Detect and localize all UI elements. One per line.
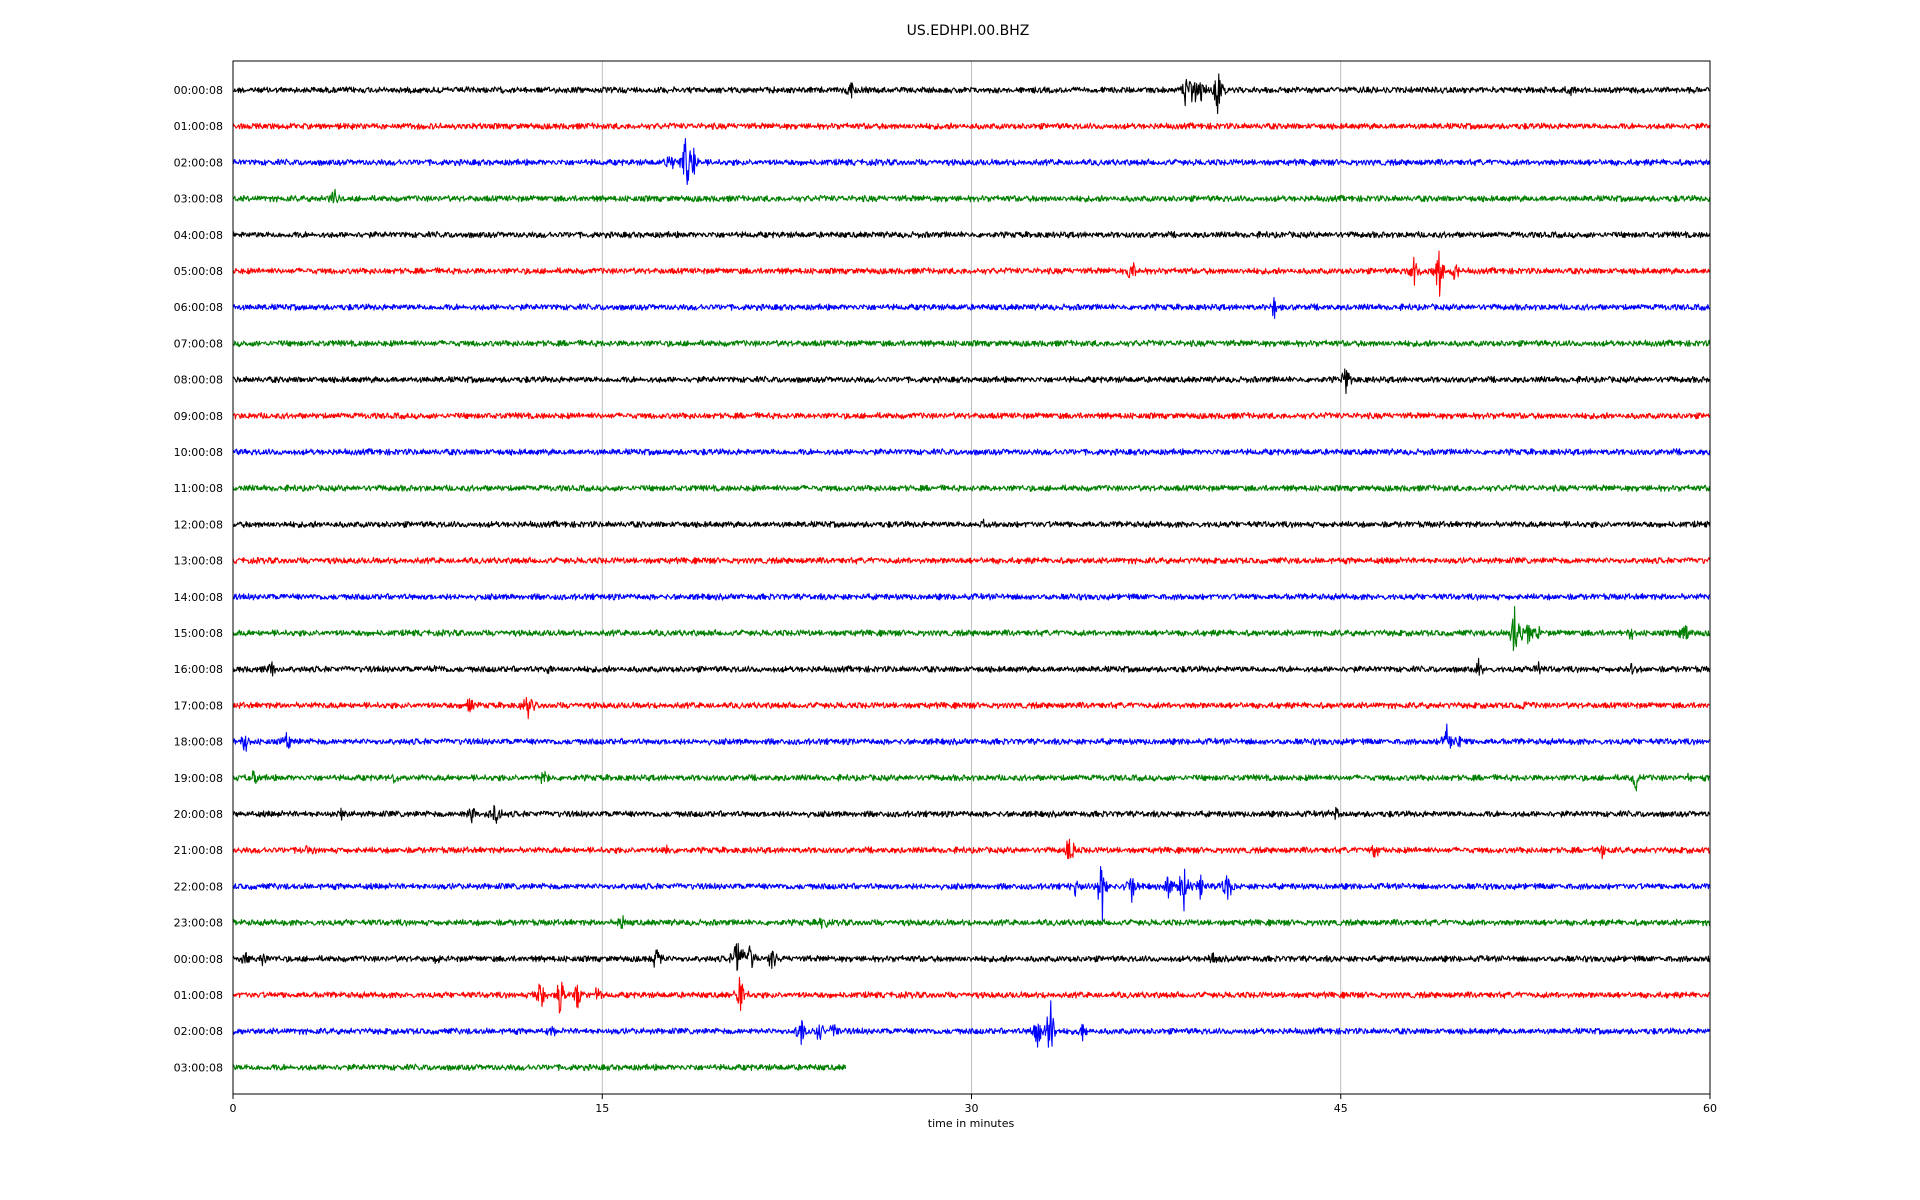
row-time-label-10: 10:00:08: [174, 446, 223, 459]
trace-row-2: [232, 138, 1711, 186]
row-time-label-4: 04:00:08: [174, 229, 223, 242]
row-time-label-11: 11:00:08: [174, 482, 223, 495]
row-time-labels: 00:00:08 01:00:08 02:00:08 03:00:08 04:00:08…: [174, 84, 223, 1074]
row-time-label-1: 01:00:08: [174, 120, 223, 133]
trace-row-16: [232, 657, 1711, 677]
trace-row-27: [232, 1063, 847, 1072]
row-time-label-22: 22:00:08: [174, 880, 223, 893]
trace-row-19: [232, 770, 1710, 792]
x-tick-label-2: 30: [965, 1102, 979, 1115]
trace-row-25: [232, 976, 1710, 1014]
row-time-label-26: 02:00:08: [174, 1025, 223, 1038]
x-tick-label-1: 15: [595, 1102, 609, 1115]
row-time-label-16: 16:00:08: [174, 663, 223, 676]
trace-row-13: [232, 556, 1711, 565]
trace-row-11: [232, 484, 1711, 493]
trace-row-22: [232, 865, 1711, 921]
x-tick-label-3: 45: [1334, 1102, 1348, 1115]
trace-row-4: [232, 230, 1711, 239]
trace-row-17: [232, 696, 1710, 720]
trace-row-10: [232, 448, 1711, 456]
trace-row-3: [232, 188, 1711, 204]
row-time-label-18: 18:00:08: [174, 736, 223, 749]
row-time-label-9: 09:00:08: [174, 410, 223, 423]
row-time-label-27: 03:00:08: [174, 1061, 223, 1074]
row-time-label-7: 07:00:08: [174, 337, 223, 350]
row-time-label-23: 23:00:08: [174, 917, 223, 930]
row-time-label-15: 15:00:08: [174, 627, 223, 640]
row-time-label-5: 05:00:08: [174, 265, 223, 278]
trace-row-5: [232, 250, 1711, 297]
trace-row-24: [232, 943, 1711, 971]
row-time-label-0: 00:00:08: [174, 84, 223, 97]
trace-row-18: [232, 723, 1711, 752]
trace-row-23: [232, 914, 1711, 929]
grid-lines: [601, 61, 1342, 1094]
row-time-label-6: 06:00:08: [174, 301, 223, 314]
trace-row-26: [232, 1000, 1711, 1048]
x-tick-label-4: 60: [1703, 1102, 1717, 1115]
row-time-label-2: 02:00:08: [174, 156, 223, 169]
row-time-label-8: 08:00:08: [174, 374, 223, 387]
row-time-label-13: 13:00:08: [174, 555, 223, 568]
trace-row-6: [232, 297, 1710, 319]
row-time-label-25: 01:00:08: [174, 989, 223, 1002]
trace-row-20: [232, 804, 1711, 824]
row-time-label-12: 12:00:08: [174, 518, 223, 531]
trace-row-7: [232, 339, 1711, 348]
trace-row-1: [232, 122, 1711, 131]
x-axis-label: time in minutes: [928, 1117, 1015, 1130]
trace-row-12: [232, 518, 1711, 529]
trace-row-9: [232, 411, 1711, 420]
x-tick-label-0: 0: [230, 1102, 237, 1115]
row-time-label-14: 14:00:08: [174, 591, 223, 604]
trace-row-0: [232, 73, 1710, 115]
row-time-label-20: 20:00:08: [174, 808, 223, 821]
trace-row-8: [232, 368, 1711, 395]
trace-row-14: [232, 592, 1710, 601]
trace-row-21: [232, 838, 1711, 860]
row-time-label-21: 21:00:08: [174, 844, 223, 857]
row-time-label-3: 03:00:08: [174, 193, 223, 206]
row-time-label-19: 19:00:08: [174, 772, 223, 785]
traces: [232, 73, 1711, 1072]
row-time-label-24: 00:00:08: [174, 953, 223, 966]
row-time-label-17: 17:00:08: [174, 699, 223, 712]
x-axis-ticks: 0 15 30 45 60: [230, 1094, 1717, 1115]
trace-row-15: [232, 606, 1711, 652]
chart-title: US.EDHPI.00.BHZ: [907, 23, 1030, 39]
